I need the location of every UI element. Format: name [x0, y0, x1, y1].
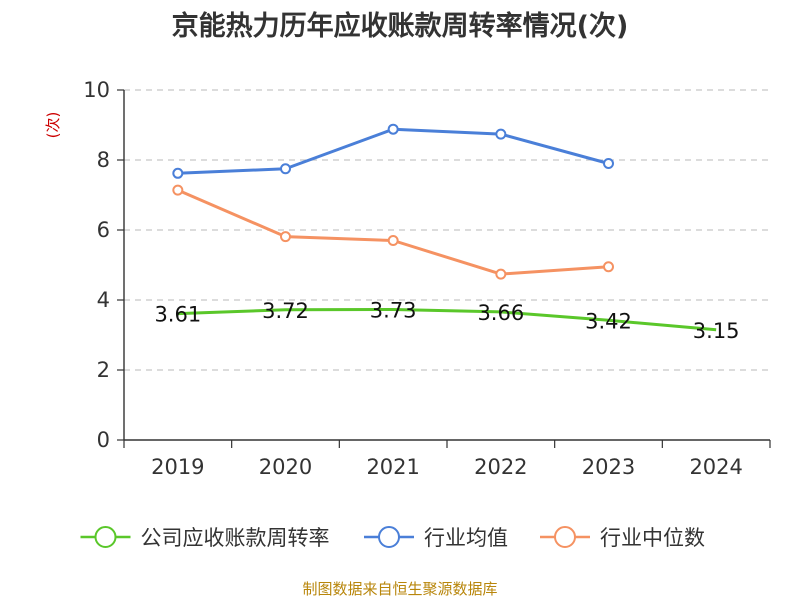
legend[interactable]: 公司应收账款周转率 行业均值 行业中位数 — [80, 526, 706, 550]
chart-title: 京能热力历年应收账款周转率情况(次) — [171, 11, 629, 42]
source-note: 制图数据来自恒生聚源数据库 — [302, 580, 498, 598]
series-1-point-2019 — [172, 167, 184, 179]
series-1-point-2023 — [603, 158, 614, 169]
series-2-point-2023 — [603, 261, 614, 273]
data-label-2020: 3.72 — [262, 299, 309, 323]
series-line-0 — [177, 307, 717, 332]
legend-item-1[interactable]: 行业均值 — [364, 526, 508, 550]
data-label-2021: 3.73 — [370, 298, 417, 322]
legend-marker-1 — [378, 526, 400, 548]
series-2-point-2019 — [172, 184, 184, 196]
x-tick-label-2023: 2023 — [582, 455, 635, 479]
x-tick-label-2019: 2019 — [151, 455, 204, 479]
series-1-point-2020 — [280, 163, 291, 175]
data-label-2023: 3.42 — [585, 309, 632, 333]
series-line-2 — [177, 188, 609, 276]
axes — [117, 89, 771, 448]
x-tick-label-2024: 2024 — [689, 455, 742, 479]
series-2-point-2022 — [495, 268, 507, 280]
y-tick-label-8: 8 — [97, 148, 110, 172]
y-tick-label-2: 2 — [97, 358, 110, 382]
legend-marker-0 — [94, 526, 117, 548]
y-tick-label-6: 6 — [97, 218, 110, 242]
series-2-point-2021 — [387, 235, 399, 246]
data-labels: 3.61 3.72 3.73 3.66 3.42 3.15 — [154, 298, 739, 342]
series-1-point-2021 — [387, 123, 399, 135]
y-tick-label-4: 4 — [97, 288, 110, 312]
series-line-1 — [177, 127, 609, 175]
series-1-point-2022 — [495, 128, 507, 140]
data-label-2022: 3.66 — [477, 301, 524, 325]
legend-label-2: 行业中位数 — [600, 526, 705, 550]
tick-labels: 0 2 4 6 8 10 (次) 2019 2020 2021 2022 2023 2024 — [44, 78, 743, 479]
x-tick-label-2022: 2022 — [474, 455, 527, 479]
data-label-2019: 3.61 — [154, 303, 201, 327]
y-axis-unit-label: (次) — [44, 112, 62, 139]
x-tick-label-2021: 2021 — [366, 455, 419, 479]
legend-label-0: 公司应收账款周转率 — [141, 526, 330, 550]
data-label-2024: 3.15 — [693, 319, 740, 343]
series-2-point-2020 — [280, 231, 291, 243]
series-group — [172, 123, 717, 332]
y-tick-label-0: 0 — [97, 428, 110, 452]
legend-marker-2 — [554, 526, 576, 548]
y-tick-label-10: 10 — [83, 78, 110, 102]
legend-label-1: 行业均值 — [424, 526, 508, 550]
legend-item-2[interactable]: 行业中位数 — [540, 526, 705, 550]
legend-item-0[interactable]: 公司应收账款周转率 — [80, 526, 330, 550]
x-tick-label-2020: 2020 — [259, 455, 312, 479]
gridlines — [124, 89, 770, 371]
